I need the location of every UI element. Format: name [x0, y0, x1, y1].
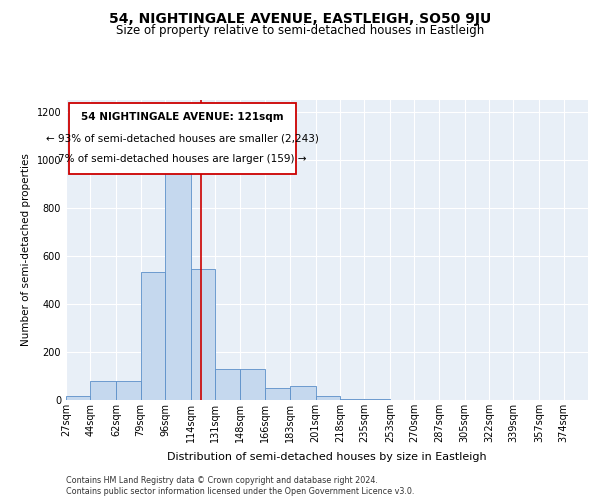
Bar [290, 386, 316, 400]
Bar [116, 381, 140, 400]
Bar [239, 369, 265, 400]
Bar [91, 381, 116, 400]
Bar [66, 396, 91, 400]
Text: Contains HM Land Registry data © Crown copyright and database right 2024.: Contains HM Land Registry data © Crown c… [66, 476, 378, 485]
Text: 7% of semi-detached houses are larger (159) →: 7% of semi-detached houses are larger (1… [58, 154, 307, 164]
Bar [316, 396, 340, 400]
Bar [165, 166, 191, 400]
Text: Contains public sector information licensed under the Open Government Licence v3: Contains public sector information licen… [66, 487, 415, 496]
Bar [140, 272, 165, 400]
FancyBboxPatch shape [68, 103, 296, 174]
Text: 54 NIGHTINGALE AVENUE: 121sqm: 54 NIGHTINGALE AVENUE: 121sqm [81, 112, 283, 122]
Bar [215, 369, 239, 400]
Bar [340, 399, 364, 400]
Text: Distribution of semi-detached houses by size in Eastleigh: Distribution of semi-detached houses by … [167, 452, 487, 462]
Text: Size of property relative to semi-detached houses in Eastleigh: Size of property relative to semi-detach… [116, 24, 484, 37]
Bar [265, 388, 290, 400]
Text: ← 93% of semi-detached houses are smaller (2,243): ← 93% of semi-detached houses are smalle… [46, 133, 319, 143]
Text: 54, NIGHTINGALE AVENUE, EASTLEIGH, SO50 9JU: 54, NIGHTINGALE AVENUE, EASTLEIGH, SO50 … [109, 12, 491, 26]
Bar [191, 269, 215, 400]
Y-axis label: Number of semi-detached properties: Number of semi-detached properties [21, 154, 31, 346]
